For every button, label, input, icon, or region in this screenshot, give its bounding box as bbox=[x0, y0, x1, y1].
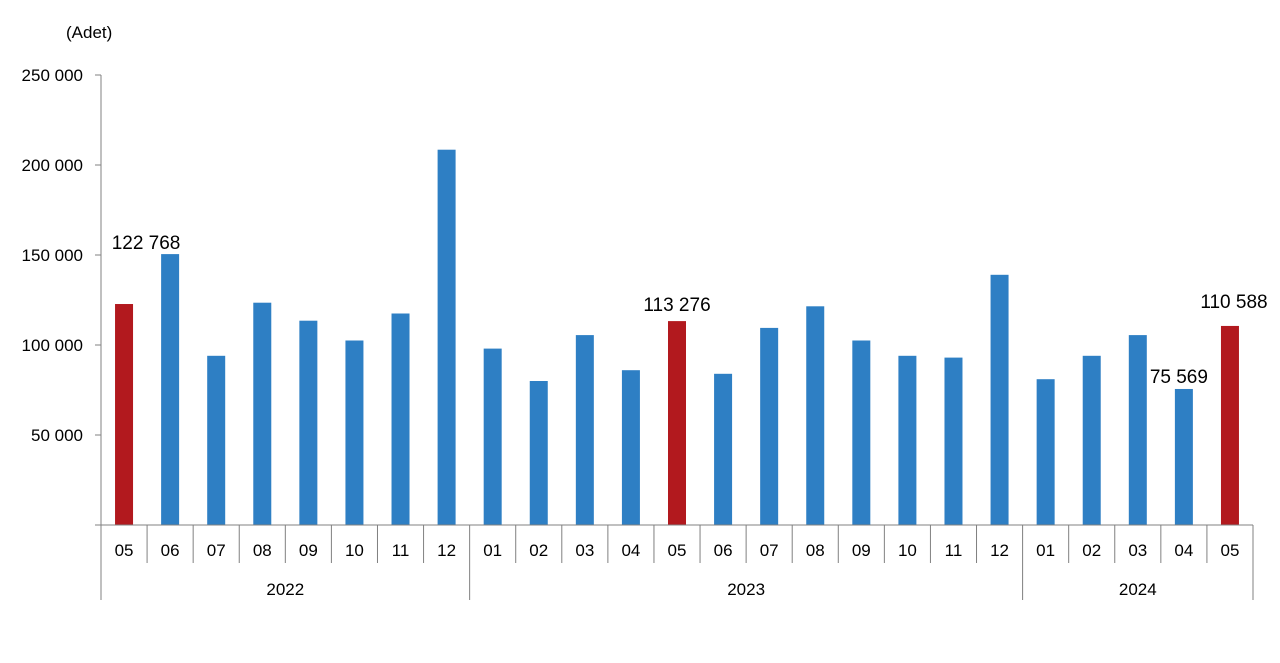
bar-11 bbox=[944, 357, 963, 525]
data-label: 122 768 bbox=[112, 233, 181, 254]
unit-label: (Adet) bbox=[66, 23, 112, 42]
x-tick-label: 02 bbox=[1082, 541, 1101, 560]
bar-01 bbox=[483, 348, 502, 525]
bar-08 bbox=[253, 302, 272, 525]
y-tick-label: 150 000 bbox=[22, 246, 83, 265]
bar-08 bbox=[806, 306, 825, 525]
x-tick-label: 04 bbox=[621, 541, 640, 560]
y-tick-label: 200 000 bbox=[22, 156, 83, 175]
bar-05 bbox=[668, 321, 686, 525]
x-tick-label: 12 bbox=[990, 541, 1009, 560]
y-axis: 250 000 200 000 150 000 100 000 50 000 bbox=[22, 66, 102, 526]
x-tick-label: 10 bbox=[898, 541, 917, 560]
y-tick-label: 250 000 bbox=[22, 66, 83, 85]
x-tick-label: 11 bbox=[392, 541, 410, 560]
x-tick-label: 01 bbox=[1036, 541, 1055, 560]
x-tick-label: 05 bbox=[668, 541, 687, 560]
bar-07 bbox=[207, 355, 226, 525]
bars bbox=[115, 149, 1239, 525]
x-tick-label: 04 bbox=[1174, 541, 1193, 560]
x-tick-label: 07 bbox=[207, 541, 226, 560]
bar-06 bbox=[161, 254, 180, 525]
x-tick-label: 03 bbox=[575, 541, 594, 560]
x-tick-label: 02 bbox=[529, 541, 548, 560]
bar-03 bbox=[1128, 335, 1147, 525]
x-tick-label: 08 bbox=[253, 541, 272, 560]
bar-09 bbox=[299, 320, 318, 525]
data-label: 113 276 bbox=[643, 295, 710, 316]
data-label: 110 588 bbox=[1200, 292, 1267, 313]
x-tick-label: 09 bbox=[299, 541, 318, 560]
bar-02 bbox=[529, 381, 548, 525]
x-tick-label: 01 bbox=[483, 541, 502, 560]
bar-10 bbox=[898, 355, 917, 525]
data-label: 75 569 bbox=[1150, 367, 1208, 388]
bar-07 bbox=[760, 327, 779, 525]
x-tick-label: 05 bbox=[1220, 541, 1239, 560]
bar-06 bbox=[714, 373, 733, 525]
bar-05 bbox=[1220, 325, 1239, 525]
year-label: 2022 bbox=[266, 580, 304, 599]
x-tick-label: 08 bbox=[806, 541, 825, 560]
bar-03 bbox=[575, 335, 594, 525]
bar-11 bbox=[391, 313, 410, 525]
bar-05 bbox=[115, 304, 134, 525]
bar-02 bbox=[1082, 355, 1101, 525]
bar-12 bbox=[437, 149, 456, 525]
bar-12 bbox=[990, 274, 1009, 525]
year-label: 2023 bbox=[727, 580, 765, 599]
x-axis: 05 06 07 08 09 10 11 12 01 02 03 04 05 06 07 08 09 10 11 12… bbox=[100, 524, 1254, 600]
x-tick-label: 05 bbox=[115, 541, 134, 560]
x-tick-label: 06 bbox=[161, 541, 180, 560]
bar-04 bbox=[621, 370, 640, 525]
bar-01 bbox=[1036, 379, 1055, 525]
year-label: 2024 bbox=[1119, 580, 1157, 599]
x-tick-label: 03 bbox=[1128, 541, 1147, 560]
x-tick-label: 12 bbox=[437, 541, 456, 560]
x-tick-label: 11 bbox=[945, 541, 963, 560]
data-labels: 122 768 113 276 75 569 110 588 bbox=[112, 233, 1268, 388]
bar-10 bbox=[345, 340, 364, 525]
bar-04 bbox=[1174, 388, 1193, 525]
x-tick-label: 10 bbox=[345, 541, 364, 560]
x-tick-label: 06 bbox=[714, 541, 733, 560]
y-tick-label: 100 000 bbox=[22, 336, 83, 355]
y-tick-label: 50 000 bbox=[31, 426, 83, 445]
x-tick-label: 07 bbox=[760, 541, 779, 560]
bar-09 bbox=[852, 340, 871, 525]
x-tick-label: 09 bbox=[852, 541, 871, 560]
